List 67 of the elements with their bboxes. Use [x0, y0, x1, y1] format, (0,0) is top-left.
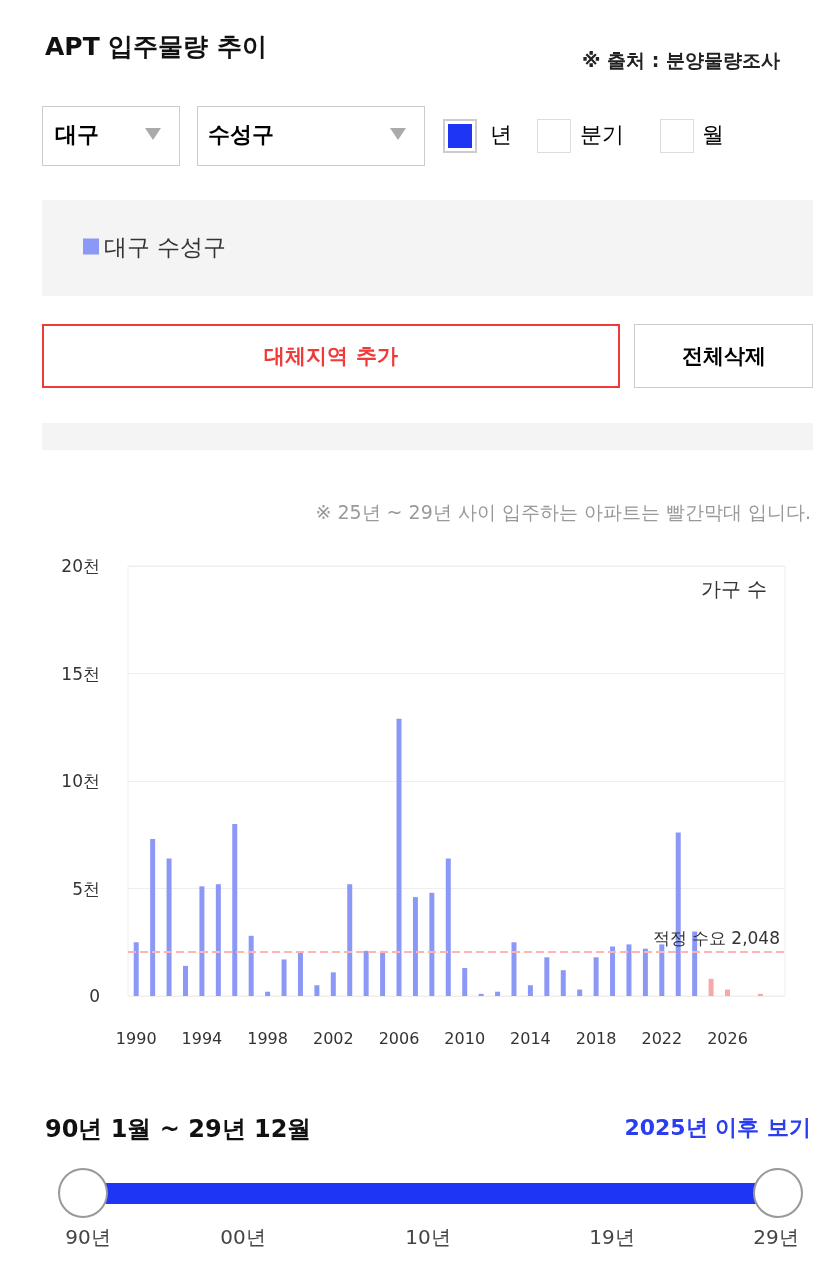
text: 분기	[580, 121, 624, 149]
bar	[248, 935, 254, 996]
bar	[330, 972, 336, 996]
bar	[232, 824, 238, 996]
x-tick-label: 1994	[181, 1028, 223, 1048]
bar	[363, 950, 369, 996]
text: ※ 출처 : 분양물량조사	[582, 48, 780, 73]
text: ※ 25년 ~ 29년 사이 입주하는 아파트는 빨간막대 입니다.	[315, 500, 811, 525]
y-tick-label: 20천	[61, 556, 100, 576]
x-tick-label: 2002	[312, 1028, 354, 1048]
bar	[708, 978, 714, 996]
text: 00년	[219, 1224, 267, 1251]
bar	[429, 892, 435, 996]
chart-title: APT 입주물량 추이	[45, 31, 268, 63]
bar	[281, 959, 287, 996]
x-tick-label: 2018	[575, 1028, 617, 1048]
bar	[380, 950, 386, 996]
x-tick-label: 2010	[444, 1028, 486, 1048]
x-tick-label: 2022	[641, 1028, 683, 1048]
text: 90년 1월 ~ 29년 12월	[45, 1114, 312, 1145]
bar	[412, 897, 418, 996]
text: 월	[702, 121, 724, 149]
y-tick-label: 15천	[61, 663, 100, 684]
legend-label: 대구 수성구	[104, 233, 227, 260]
text: 수성구	[208, 121, 274, 149]
y-tick-label: 10천	[61, 771, 100, 791]
bar	[215, 884, 221, 996]
text: 2025년 이후 보기	[624, 1114, 811, 1142]
bar	[478, 993, 484, 996]
bar	[577, 989, 583, 996]
bar	[560, 970, 566, 996]
y-tick-label: 0	[89, 986, 100, 1006]
x-tick-label: 2026	[707, 1028, 748, 1048]
bar	[610, 946, 616, 996]
bar	[593, 957, 599, 996]
bar	[297, 953, 303, 996]
bar	[347, 884, 353, 996]
bar	[133, 942, 139, 996]
bar	[396, 718, 402, 996]
bar	[166, 858, 172, 996]
bar	[544, 957, 550, 996]
text: 90년	[64, 1224, 112, 1251]
bar	[199, 886, 205, 996]
x-tick-label: 2006	[378, 1028, 420, 1048]
bar	[314, 985, 320, 996]
x-tick-label: 1990	[115, 1028, 157, 1048]
bar	[642, 948, 648, 996]
text: 29년	[752, 1224, 800, 1251]
y-tick-label: 5천	[72, 878, 100, 899]
text: 년	[490, 121, 512, 149]
bar	[150, 839, 156, 996]
text: 10년	[404, 1224, 452, 1251]
bar	[445, 858, 451, 996]
bar	[182, 965, 188, 996]
bar	[511, 942, 517, 996]
x-tick-label: 2014	[510, 1028, 551, 1048]
bar	[527, 985, 533, 996]
bar	[626, 944, 632, 996]
bar	[757, 993, 763, 996]
bar	[495, 991, 501, 996]
bar	[725, 989, 731, 996]
text: 대구	[55, 121, 99, 149]
x-tick-label: 1998	[247, 1028, 288, 1048]
bar	[462, 968, 468, 996]
y-axis-title: 가구 수	[700, 577, 767, 601]
text: 19년	[588, 1224, 636, 1251]
bar	[265, 991, 271, 996]
